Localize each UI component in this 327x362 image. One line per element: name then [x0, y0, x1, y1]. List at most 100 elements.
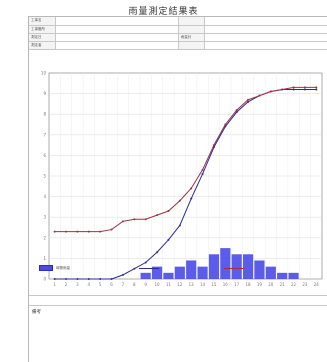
info-row: 工事名	[29, 17, 327, 26]
data-point	[76, 278, 79, 280]
data-point	[292, 88, 295, 91]
x-tick-label: 4	[88, 282, 91, 287]
data-bar	[197, 266, 208, 279]
data-point	[144, 261, 147, 264]
data-point	[110, 278, 113, 280]
data-point	[110, 228, 113, 231]
data-point	[99, 230, 102, 233]
y-tick-label: 8	[43, 112, 46, 117]
data-point	[53, 278, 56, 280]
x-tick-label: 5	[99, 282, 102, 287]
info-label-2	[178, 25, 205, 34]
legend-item-bars: 時間雨量	[39, 263, 70, 273]
data-point	[99, 278, 102, 280]
legend-swatch-line-red	[224, 267, 244, 269]
data-point	[315, 88, 318, 91]
data-point	[65, 278, 68, 280]
data-bar	[220, 248, 231, 279]
x-tick-label: 20	[268, 282, 274, 287]
info-value-2	[204, 41, 327, 50]
data-point	[133, 267, 136, 270]
rainfall-chart: 0 1 2 3 4 5 6 7 8 9 10 1 2 3 4 5 6 7 8 9 10 11 12 13 14 15 16 17 18 1…	[29, 61, 327, 296]
x-tick-label: 24	[314, 282, 320, 287]
x-tick-label: 12	[177, 282, 183, 287]
data-point	[178, 224, 181, 227]
data-point	[247, 100, 250, 103]
notes-label: 備考	[32, 310, 41, 315]
data-point	[235, 109, 238, 112]
series-line-red	[54, 86, 317, 233]
x-tick-label: 11	[166, 282, 172, 287]
y-tick-label: 0	[43, 277, 46, 282]
info-table: 工事名 工事箇所 測定日 雨量計 測定者	[29, 17, 327, 50]
data-point	[87, 278, 90, 280]
x-tick-label: 15	[211, 282, 217, 287]
x-tick-label: 22	[291, 282, 297, 287]
x-tick-label: 1	[53, 282, 56, 287]
data-point	[121, 273, 124, 276]
legend-label-bars: 時間雨量	[56, 265, 70, 270]
data-bar	[288, 272, 299, 279]
info-value-2	[204, 17, 327, 26]
y-tick-label: 10	[41, 71, 47, 76]
y-tick-label: 7	[43, 132, 46, 137]
info-value	[55, 25, 179, 34]
x-tick-label: 21	[280, 282, 286, 287]
info-label-2	[178, 17, 205, 26]
y-tick-label: 2	[43, 235, 46, 240]
data-point	[76, 230, 79, 233]
x-tick-label: 16	[223, 282, 229, 287]
data-point	[156, 251, 159, 254]
data-point	[201, 172, 204, 175]
x-tick-label: 19	[257, 282, 263, 287]
data-point	[144, 218, 147, 221]
x-tick-label: 18	[246, 282, 252, 287]
data-point	[269, 90, 272, 93]
legend-item-line-blue	[139, 263, 162, 273]
x-tick-label: 17	[234, 282, 240, 287]
info-value	[55, 33, 179, 42]
info-value-2	[204, 25, 327, 34]
data-point	[315, 86, 318, 89]
data-bar	[242, 254, 254, 279]
data-point	[224, 123, 227, 126]
data-point	[178, 199, 181, 202]
data-bar	[277, 272, 288, 279]
data-point	[65, 230, 68, 233]
y-tick-label: 5	[43, 174, 46, 179]
info-label-2: 雨量計	[178, 33, 205, 42]
x-tick-label: 2	[65, 282, 68, 287]
data-point	[212, 144, 215, 147]
legend-item-line-red	[224, 263, 247, 273]
info-value	[55, 17, 179, 26]
data-bar	[163, 272, 174, 279]
data-point	[303, 88, 306, 91]
data-bar	[140, 272, 151, 279]
data-bar	[265, 266, 276, 279]
data-point	[53, 230, 56, 233]
data-point	[121, 220, 124, 223]
data-point	[258, 94, 261, 97]
document-title: 雨量測定結果表	[128, 7, 199, 17]
data-point	[167, 238, 170, 241]
data-bar	[231, 254, 242, 279]
data-bar	[186, 260, 197, 279]
x-tick-label: 23	[302, 282, 308, 287]
y-tick-label: 4	[43, 194, 46, 199]
x-tick-label: 14	[200, 282, 206, 287]
y-tick-label: 3	[43, 215, 46, 220]
info-row: 測定者	[29, 41, 327, 50]
y-tick-label: 6	[43, 153, 46, 158]
y-tick-label: 1	[43, 256, 46, 261]
data-bar	[208, 254, 220, 279]
report-sheet: 工事名 工事箇所 測定日 雨量計 測定者 0 1 2 3 4 5 6 7 8 9 10 1 2 3 4 5 6 7 8 9 10…	[28, 16, 327, 362]
data-point	[292, 86, 295, 89]
data-point	[281, 88, 284, 91]
info-label: 工事名	[29, 17, 56, 26]
info-label: 測定日	[29, 33, 56, 42]
notes-section: 備考	[29, 305, 327, 362]
x-tick-label: 7	[122, 282, 125, 287]
data-point	[247, 98, 250, 101]
legend-swatch-line-blue	[139, 267, 159, 269]
